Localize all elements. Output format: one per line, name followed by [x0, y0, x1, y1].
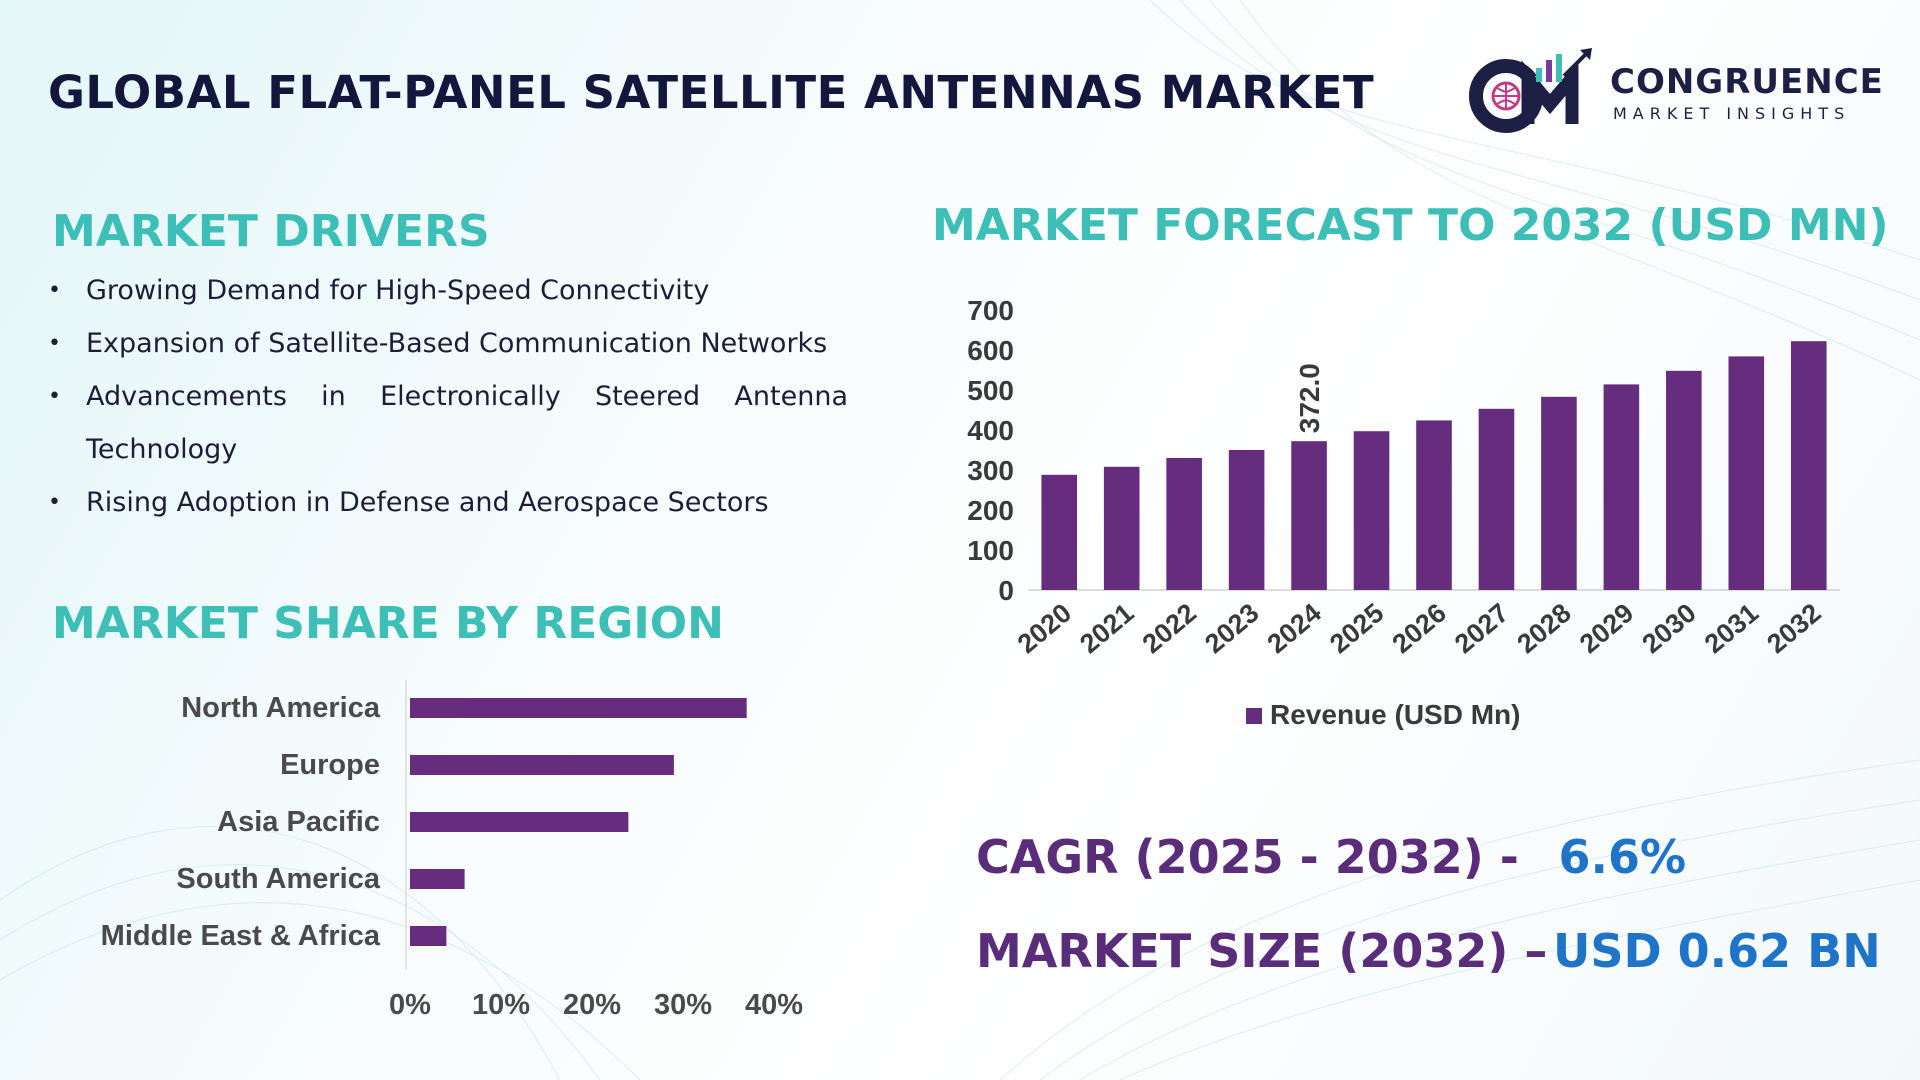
driver-item: Advancements in Electronically Steered A…: [48, 370, 848, 476]
bar-2029: [1603, 384, 1640, 590]
drivers-heading: MARKET DRIVERS: [52, 206, 490, 257]
forecast-chart: 0100200300400500600700202020212022202320…: [967, 295, 1840, 730]
data-label: 372.0: [1294, 363, 1325, 433]
region-label: Asia Pacific: [217, 806, 380, 838]
cagr-value: 6.6%: [1558, 830, 1687, 884]
x-tick-label: 2027: [1449, 598, 1514, 660]
y-tick-label: 100: [967, 535, 1014, 566]
company-logo: CONGRUENCE MARKET INSIGHTS: [1466, 46, 1896, 138]
bar-2030: [1666, 370, 1702, 590]
x-tick-label: 2024: [1262, 598, 1327, 660]
x-tick-label: 2029: [1574, 598, 1639, 660]
market-size-label: MARKET SIZE (2032) –: [976, 924, 1548, 978]
logo-subtitle: MARKET INSIGHTS: [1613, 104, 1851, 123]
y-tick-label: 500: [967, 375, 1014, 406]
x-tick-label: 20%: [563, 989, 621, 1021]
x-tick-label: 2022: [1137, 598, 1202, 660]
forecast-heading: MARKET FORECAST TO 2032 (USD MN): [932, 200, 1889, 251]
driver-item: Growing Demand for High-Speed Connectivi…: [48, 264, 848, 317]
bar-2027: [1478, 408, 1515, 590]
y-tick-label: 0: [998, 575, 1014, 606]
region-bar: [410, 698, 747, 718]
page-title: GLOBAL FLAT-PANEL SATELLITE ANTENNAS MAR…: [48, 66, 1375, 119]
region-label: South America: [176, 863, 380, 895]
bar-2022: [1166, 458, 1202, 590]
driver-item: Expansion of Satellite-Based Communicati…: [48, 317, 848, 370]
region-bar: [410, 812, 629, 832]
region-label: North America: [181, 692, 381, 724]
x-tick-label: 2025: [1324, 598, 1389, 660]
market-size-stat: MARKET SIZE (2032) – USD 0.62 BN: [976, 924, 1881, 978]
bar-2024: [1291, 441, 1327, 590]
x-tick-label: 2030: [1636, 598, 1701, 660]
driver-item: Rising Adoption in Defense and Aerospace…: [48, 476, 848, 529]
y-tick-label: 700: [967, 295, 1014, 326]
x-tick-label: 40%: [745, 989, 803, 1021]
market-size-value: USD 0.62 BN: [1552, 924, 1881, 978]
x-tick-label: 30%: [654, 989, 712, 1021]
legend-label: Revenue (USD Mn): [1270, 699, 1520, 730]
x-tick-label: 2020: [1012, 598, 1077, 660]
bar-2021: [1103, 466, 1140, 590]
x-tick-label: 2026: [1387, 598, 1452, 660]
congruence-logo-icon: [1469, 48, 1592, 133]
bar-2032: [1790, 341, 1827, 590]
y-tick-label: 200: [967, 495, 1014, 526]
bar-2026: [1416, 420, 1452, 590]
region-heading: MARKET SHARE BY REGION: [52, 598, 724, 649]
x-tick-label: 0%: [389, 989, 431, 1021]
x-tick-label: 10%: [472, 989, 530, 1021]
region-bar: [410, 926, 447, 946]
x-tick-label: 2023: [1199, 598, 1264, 660]
x-tick-label: 2028: [1511, 598, 1576, 660]
region-bar: [410, 755, 674, 775]
bar-2025: [1353, 431, 1390, 590]
region-share-chart: North America Europe Asia Pacific South Ame…: [101, 680, 803, 1021]
bar-2020: [1041, 474, 1078, 590]
x-tick-label: 2032: [1761, 598, 1826, 660]
x-tick-label: 2031: [1699, 598, 1764, 660]
y-tick-label: 600: [967, 335, 1014, 366]
legend-swatch: [1246, 708, 1262, 724]
region-bar: [410, 869, 465, 889]
cagr-stat: CAGR (2025 - 2032) - 6.6%: [976, 830, 1686, 884]
bar-2023: [1228, 450, 1265, 590]
y-tick-label: 300: [967, 455, 1014, 486]
bar-2031: [1728, 356, 1765, 590]
y-tick-label: 400: [967, 415, 1014, 446]
bar-2028: [1541, 396, 1577, 590]
cagr-label: CAGR (2025 - 2032) -: [976, 830, 1519, 884]
drivers-list: Growing Demand for High-Speed Connectivi…: [48, 264, 848, 529]
x-tick-label: 2021: [1074, 598, 1139, 660]
logo-name: CONGRUENCE: [1610, 62, 1884, 102]
region-label: Europe: [280, 749, 380, 781]
region-label: Middle East & Africa: [101, 920, 381, 952]
